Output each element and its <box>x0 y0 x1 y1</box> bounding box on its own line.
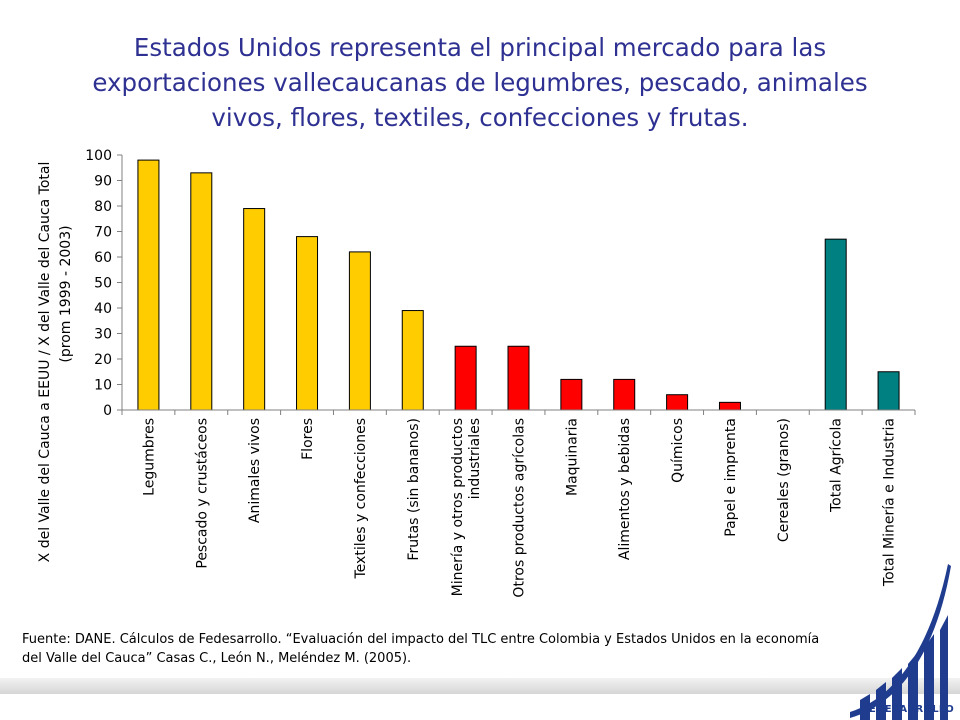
x-tick-label: Alimentos y bebidas <box>617 418 633 560</box>
bar-chart: X del Valle del Cauca a EEUU / X del Val… <box>37 148 916 598</box>
x-tick-label: Legumbres <box>141 418 157 496</box>
x-axis: Legumbres Pescado y crustáceos Animales vi… <box>121 409 916 598</box>
bar <box>824 238 847 411</box>
x-tick-label: Animales vivos <box>247 418 263 523</box>
bar <box>296 236 319 411</box>
bar <box>507 345 530 411</box>
x-tick-label: Total Agrícola <box>829 418 845 513</box>
x-tick-label: Flores <box>300 418 316 460</box>
bar <box>454 345 477 411</box>
bars <box>137 159 900 411</box>
bar <box>718 401 741 411</box>
y-tick-label: 100 <box>85 148 112 164</box>
x-tick-label: Minería y otros productos <box>450 418 466 596</box>
x-tick-label: Químicos <box>670 418 686 483</box>
y-tick-label: 0 <box>103 403 112 419</box>
y-tick-label: 10 <box>94 378 112 394</box>
y-axis-title-line: X del Valle del Cauca a EEUU / X del Val… <box>37 162 53 563</box>
bar <box>348 251 371 411</box>
logo-label: FEDESARROLLO <box>861 704 955 715</box>
y-axis-title-line: (prom 1999 - 2003) <box>58 225 74 362</box>
x-tick-label: Pescado y crustáceos <box>194 418 210 569</box>
x-tick-label: Total Minería e Industria <box>882 418 898 587</box>
y-tick-label: 50 <box>94 276 112 292</box>
x-tick-label: Frutas (sin bananos) <box>406 418 422 561</box>
bar <box>613 378 636 411</box>
y-tick-label: 70 <box>94 225 112 241</box>
bar <box>666 394 689 411</box>
bar <box>137 159 160 411</box>
y-tick-label: 30 <box>94 327 112 343</box>
x-tick-label: Otros productos agrícolas <box>512 418 528 598</box>
fedesarrollo-logo <box>850 564 951 720</box>
y-tick-label: 90 <box>94 174 112 190</box>
x-tick-label: Maquinaria <box>564 418 580 496</box>
bar <box>560 378 583 411</box>
bar <box>877 371 900 411</box>
y-tick-label: 40 <box>94 301 112 317</box>
source-note: Fuente: DANE. Cálculos de Fedesarrollo. … <box>22 632 820 666</box>
x-tick-label: Papel e imprenta <box>723 418 739 537</box>
x-tick-label: Cereales (granos) <box>776 418 792 542</box>
x-tick-label: industriales <box>467 418 483 499</box>
bar <box>190 172 213 411</box>
y-axis-title: X del Valle del Cauca a EEUU / X del Val… <box>37 162 74 563</box>
y-tick-label: 80 <box>94 199 112 215</box>
footer-band <box>0 678 960 694</box>
bar <box>401 310 424 411</box>
y-tick-label: 20 <box>94 352 112 368</box>
y-axis: 0 10 20 30 40 50 60 70 80 90 100 <box>85 148 123 419</box>
y-tick-label: 60 <box>94 250 112 266</box>
x-tick-label: Textiles y confecciones <box>353 418 369 580</box>
slide-title: Estados Unidos representa el principal m… <box>92 33 868 132</box>
bar <box>243 208 266 411</box>
